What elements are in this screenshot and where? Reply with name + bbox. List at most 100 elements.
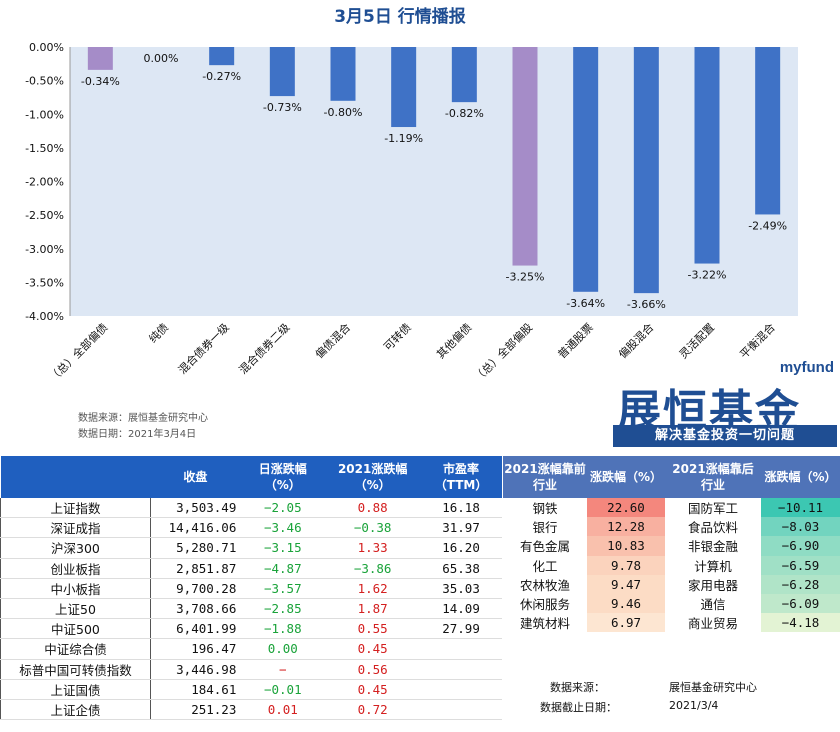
ytd-change: 0.88 (325, 498, 421, 519)
right-date-value: 2021/3/4 (669, 699, 719, 712)
ytd-change: 1.62 (325, 578, 421, 599)
x-tick-label: 混合债券二级 (236, 320, 293, 377)
data-label: -0.82% (445, 107, 484, 120)
industry-ranking-table: 2021涨幅靠前 行业 涨跌幅（%） 2021涨幅靠后 行业 涨跌幅（%） 钢铁… (503, 456, 840, 633)
pe-value (420, 679, 502, 700)
table-row: 深证成指 14,416.06 −3.46 −0.38 31.97 (0, 517, 502, 539)
top-change: 22.60 (587, 498, 665, 518)
index-name: 中证500 (0, 618, 151, 640)
bar (694, 47, 720, 264)
header-top-change: 涨跌幅（%） (587, 456, 665, 498)
pe-value: 14.09 (420, 598, 502, 620)
top-industry: 化工 (532, 558, 558, 574)
plot-background (70, 47, 798, 316)
close-value: 6,401.99 (150, 618, 241, 640)
bottom-industry: 非银金融 (687, 539, 738, 555)
top-change: 9.78 (587, 555, 665, 575)
bars: -0.34% 0.00% -0.27% -0.73% -0.80% -1.19% -0.82… (81, 47, 787, 311)
bar (451, 47, 477, 103)
table-row: 上证国债 184.61 −0.01 0.45 (0, 679, 502, 700)
table-row: 休闲服务 9.46 通信 −6.09 (503, 593, 840, 614)
top-industry: 建筑材料 (519, 616, 570, 632)
x-tick-label: 偏债混合 (312, 320, 353, 361)
bar (512, 47, 538, 266)
table-row: 中证综合债 196.47 0.00 0.45 (0, 638, 502, 660)
table-row: 中证500 6,401.99 −1.88 0.55 27.99 (0, 618, 502, 640)
x-tick-label: 灵活配置 (677, 321, 717, 361)
market-index-table: 收盘 日涨跌幅 （%） 2021涨跌幅 （%） 市盈率 （TTM） 上证指数 3,… (0, 456, 502, 721)
data-label: -0.34% (81, 75, 120, 88)
bottom-change: −6.28 (761, 574, 840, 594)
day-change: −4.87 (240, 558, 326, 579)
header-bottom-industry: 2021涨幅靠后 行业 (665, 456, 761, 498)
header-name (0, 456, 151, 498)
logo-slogan: 解决基金投资一切问题 (613, 425, 837, 447)
y-axis-ticks: 0.00% -0.50% -1.00% -1.50% -2.00% -2.50% -3.00… (25, 41, 64, 323)
close-value: 196.47 (150, 638, 241, 660)
data-label: -2.49% (748, 219, 787, 232)
logo-myfund-text: myfund (779, 359, 834, 376)
close-value: 3,708.66 (150, 598, 241, 620)
top-industry: 休闲服务 (519, 597, 570, 613)
table-row: 银行 12.28 食品饮料 −8.03 (503, 517, 840, 537)
bar (269, 47, 295, 97)
day-change: 0.00 (240, 638, 326, 660)
bar (573, 47, 599, 292)
table-header-row: 2021涨幅靠前 行业 涨跌幅（%） 2021涨幅靠后 行业 涨跌幅（%） (503, 456, 840, 498)
day-change: −0.01 (240, 679, 326, 700)
bar (755, 47, 781, 215)
right-source-value: 展恒基金研究中心 (669, 681, 757, 694)
ytd-change: 0.72 (325, 699, 421, 721)
table-row: 农林牧渔 9.47 家用电器 −6.28 (503, 574, 840, 594)
data-label: -3.25% (506, 271, 545, 284)
x-tick-label: （总）全部偏债 (46, 320, 110, 384)
table-row: 有色金属 10.83 非银金融 −6.90 (503, 536, 840, 556)
index-name: 标普中国可转债指数 (0, 659, 151, 680)
bottom-industry: 国防军工 (687, 501, 738, 517)
bar (87, 47, 113, 70)
close-value: 5,280.71 (150, 537, 241, 559)
y-tick-label: -0.50% (25, 75, 64, 88)
table-row: 上证50 3,708.66 −2.85 1.87 14.09 (0, 598, 502, 620)
bottom-industry: 商业贸易 (687, 616, 738, 632)
index-name: 上证指数 (0, 498, 151, 519)
y-tick-label: -3.00% (25, 243, 64, 256)
header-top-industry: 2021涨幅靠前 行业 (503, 456, 587, 498)
x-tick-label: （总）全部偏股 (471, 320, 535, 384)
pe-value (420, 699, 502, 721)
zhanheng-logo: myfund 展恒基金 解决基金投资一切问题 (613, 359, 838, 449)
index-name: 深证成指 (0, 517, 151, 539)
pe-value: 16.18 (420, 498, 502, 519)
close-value: 9,700.28 (150, 578, 241, 599)
ytd-change: 0.45 (325, 679, 421, 700)
y-tick-label: -2.50% (25, 209, 64, 222)
chart-date-line: 数据日期：2021年3月4日 (78, 429, 197, 440)
index-name: 创业板指 (0, 558, 151, 579)
pe-value: 16.20 (420, 537, 502, 559)
chart-source-line: 数据来源：展恒基金研究中心 (78, 413, 208, 424)
bar (633, 47, 659, 294)
bar (209, 47, 235, 66)
close-value: 14,416.06 (150, 517, 241, 539)
top-change: 6.97 (587, 613, 665, 633)
bottom-industry: 食品饮料 (687, 520, 738, 536)
pe-value: 35.03 (420, 578, 502, 599)
bar (391, 47, 417, 128)
top-industry: 钢铁 (532, 501, 558, 517)
table-row: 创业板指 2,851.87 −4.87 −3.86 65.38 (0, 558, 502, 579)
y-tick-label: -2.00% (25, 176, 64, 189)
index-name: 沪深300 (0, 537, 151, 559)
bar (330, 47, 356, 101)
top-change: 12.28 (587, 517, 665, 537)
header-close: 收盘 (150, 456, 241, 498)
top-industry: 农林牧渔 (519, 577, 570, 593)
y-tick-label: -1.50% (25, 142, 64, 155)
day-change: −3.57 (240, 578, 326, 599)
bottom-change: −8.03 (761, 517, 840, 537)
top-change: 9.46 (587, 593, 665, 614)
x-tick-label: 纯债 (146, 320, 171, 345)
table-row: 钢铁 22.60 国防军工 −10.11 (503, 498, 840, 518)
day-change: −3.46 (240, 517, 326, 539)
table-row: 中小板指 9,700.28 −3.57 1.62 35.03 (0, 578, 502, 599)
data-label: -1.19% (384, 132, 423, 145)
